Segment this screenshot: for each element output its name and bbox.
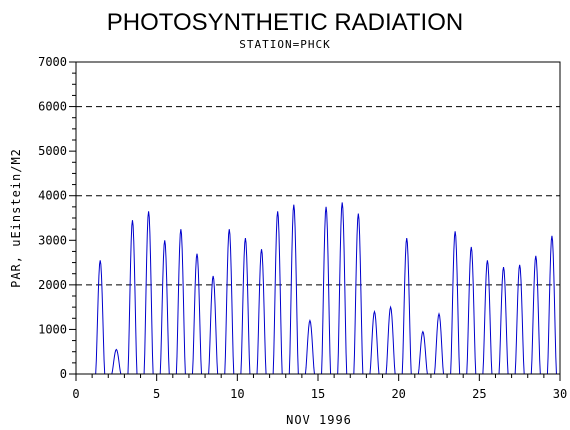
x-tick-label: 15 [311,387,325,401]
y-tick-label: 4000 [38,189,67,203]
y-tick-label: 7000 [38,55,67,69]
y-tick-label: 6000 [38,100,67,114]
chart-title: PHOTOSYNTHETIC RADIATION [107,9,463,36]
plot-frame [75,61,561,375]
y-tick-label: 2000 [38,278,67,292]
y-tick-label: 3000 [38,233,67,247]
x-tick-label: 5 [153,387,160,401]
x-axis-label: NOV 1996 [286,413,352,427]
par-series-line [92,202,559,375]
x-tick-label: 0 [72,387,79,401]
plot-area: 0 1000 2000 3000 4000 5000 6000 7000 0 5 10 15 20 25 3… [38,55,567,401]
x-tick-label: 20 [391,387,405,401]
y-tick-label: 5000 [38,144,67,158]
x-tick-label: 25 [472,387,486,401]
y-tick-label: 1000 [38,322,67,336]
chart-subtitle: STATION=PHCK [239,38,330,51]
x-tick-label: 30 [553,387,567,401]
x-tick-label: 10 [230,387,244,401]
y-axis-label: PAR, uEinstein/M2 [9,148,23,288]
y-tick-label: 0 [60,367,67,381]
